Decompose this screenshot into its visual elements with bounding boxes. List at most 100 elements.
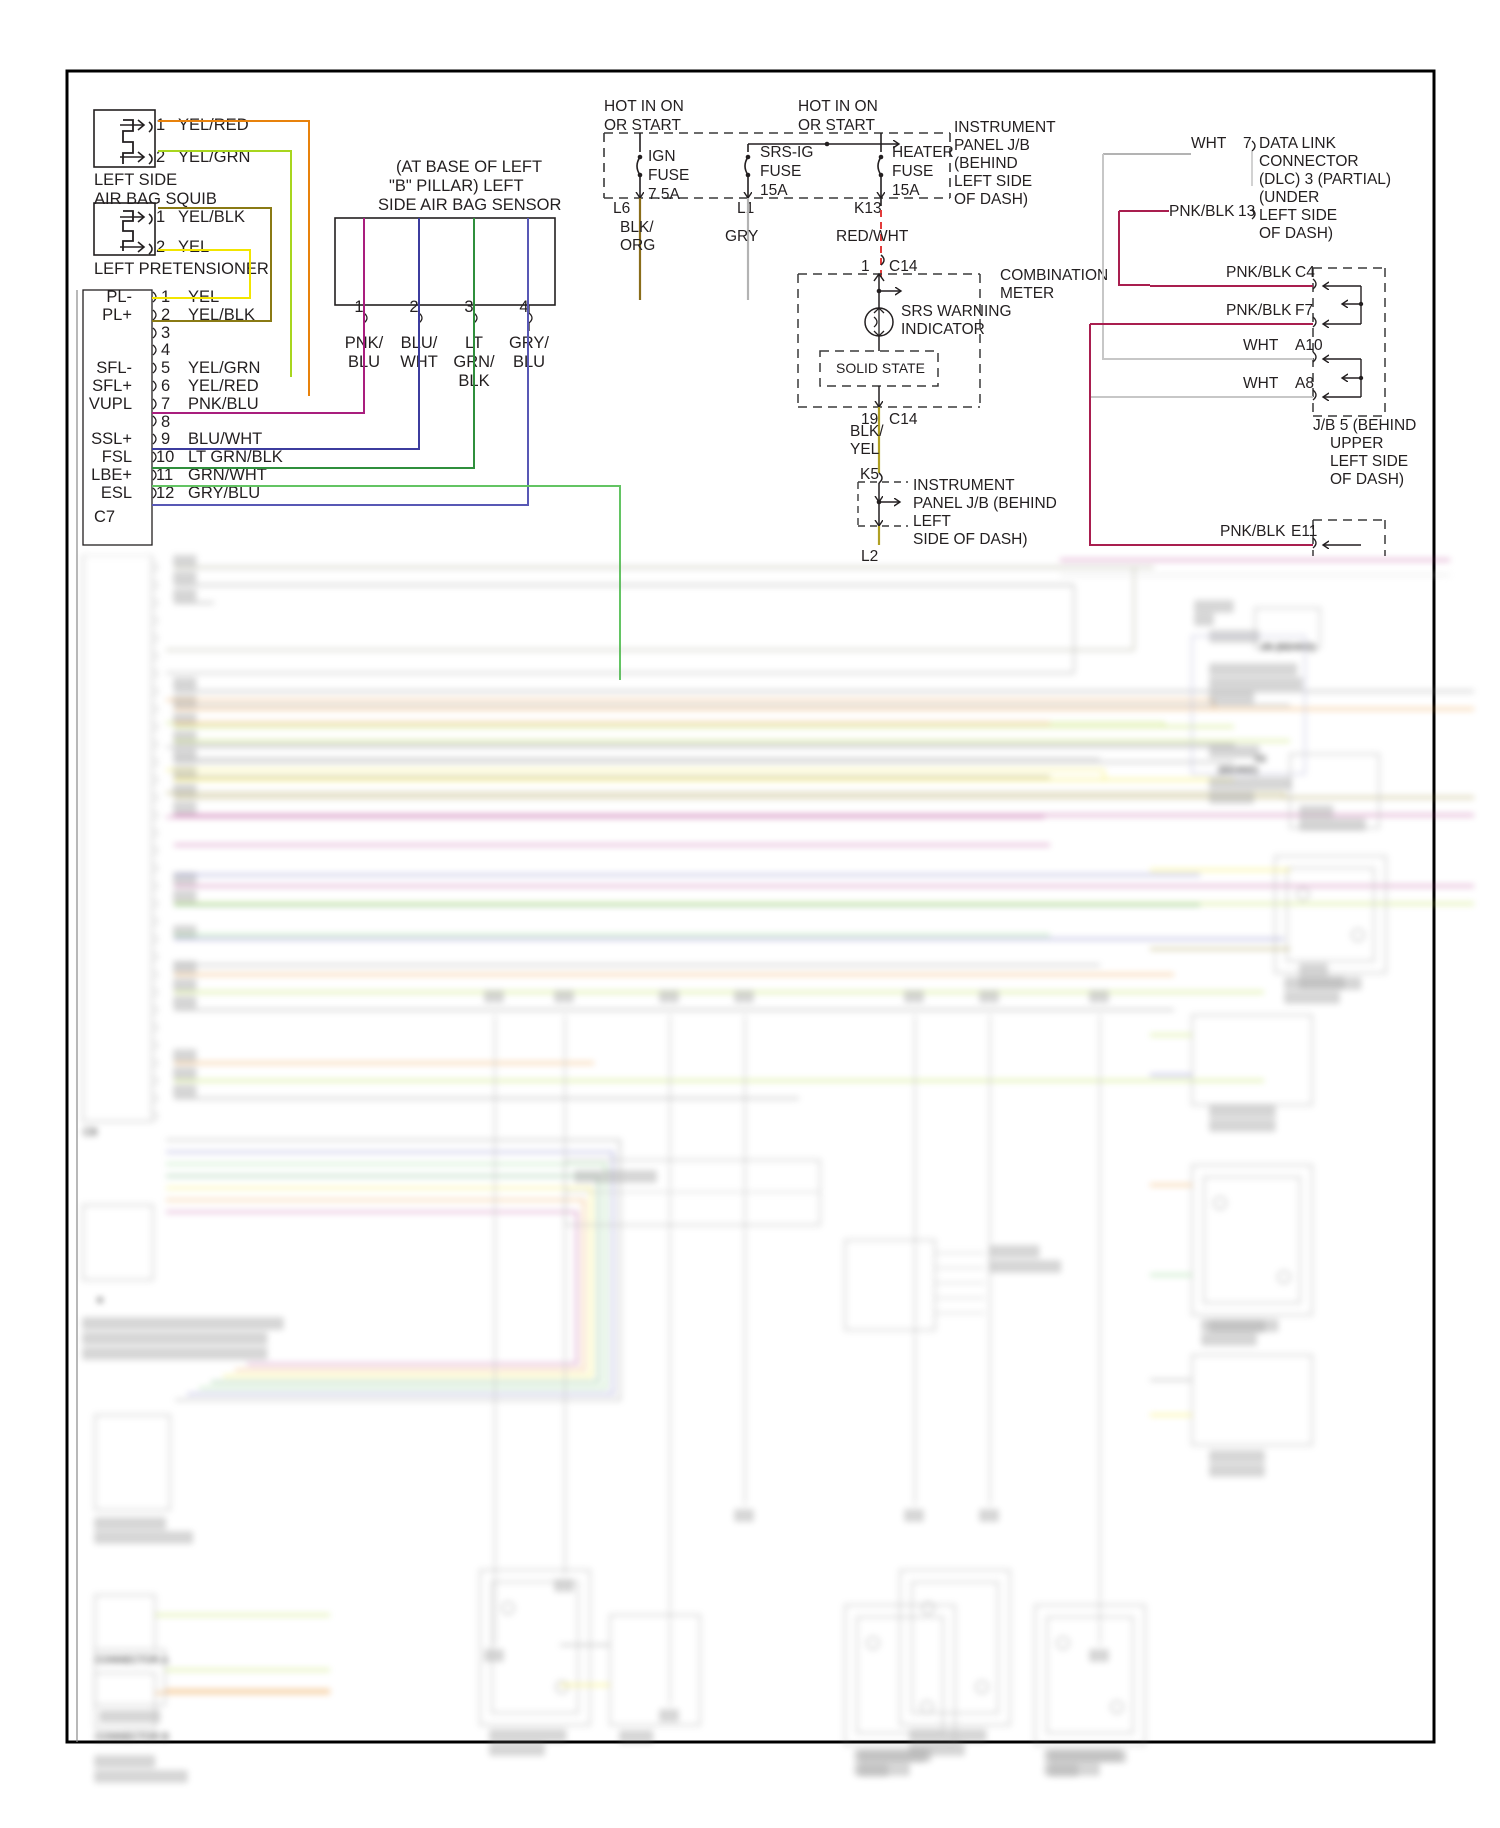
svg-text:YEL/RED: YEL/RED	[188, 377, 259, 395]
svg-text:LBE+: LBE+	[91, 466, 132, 484]
svg-text:LEFT SIDE: LEFT SIDE	[1330, 453, 1408, 470]
svg-text:PANEL J/B (BEHIND: PANEL J/B (BEHIND	[913, 495, 1057, 512]
svg-text:F7: F7	[1295, 302, 1313, 319]
svg-text:INSTRUMENT: INSTRUMENT	[913, 477, 1015, 494]
svg-text:SFL+: SFL+	[92, 377, 132, 395]
svg-text:LEFT PRETENSIONER: LEFT PRETENSIONER	[94, 260, 269, 278]
svg-text:VUPL: VUPL	[89, 395, 132, 413]
svg-text:CONNECTOR B: CONNECTOR B	[95, 1732, 169, 1743]
svg-text:PL-: PL-	[106, 288, 132, 306]
svg-text:SRS WARNING: SRS WARNING	[901, 303, 1012, 320]
svg-text:9: 9	[161, 430, 170, 448]
svg-text:SSL+: SSL+	[91, 430, 132, 448]
svg-text:ESL: ESL	[101, 484, 132, 502]
svg-text:A8: A8	[1295, 375, 1314, 392]
svg-text:YEL/RED: YEL/RED	[178, 116, 249, 134]
svg-text:OF DASH): OF DASH)	[1330, 471, 1404, 488]
svg-text:1: 1	[156, 116, 165, 134]
svg-text:(AT BASE OF LEFT: (AT BASE OF LEFT	[396, 158, 542, 176]
svg-text:OF DASH): OF DASH)	[954, 191, 1028, 208]
svg-text:5: 5	[161, 359, 170, 377]
svg-text:7: 7	[1243, 135, 1252, 152]
svg-text:(BEHIND: (BEHIND	[954, 155, 1018, 172]
svg-text:4: 4	[161, 341, 170, 359]
svg-text:SRS-IG: SRS-IG	[760, 144, 813, 161]
svg-text:2: 2	[156, 238, 165, 256]
svg-text:LEFT SIDE: LEFT SIDE	[954, 173, 1032, 190]
svg-text:2: 2	[409, 298, 418, 316]
svg-text:7: 7	[161, 395, 170, 413]
svg-text:LT GRN/BLK: LT GRN/BLK	[188, 448, 283, 466]
svg-text:3: 3	[464, 298, 473, 316]
svg-text:BLU/WHT: BLU/WHT	[188, 430, 262, 448]
svg-text:A10: A10	[1295, 337, 1323, 354]
svg-text:YEL: YEL	[850, 441, 880, 458]
svg-text:PNK/BLK: PNK/BLK	[1226, 302, 1292, 319]
svg-text:IGN: IGN	[648, 148, 676, 165]
svg-text:BLK/: BLK/	[850, 423, 884, 440]
svg-text:(UNDER: (UNDER	[1259, 189, 1319, 206]
svg-text:L1: L1	[737, 200, 754, 217]
svg-text:WHT: WHT	[1243, 375, 1279, 392]
svg-text:SIDE AIR BAG SENSOR: SIDE AIR BAG SENSOR	[378, 196, 561, 214]
svg-text:CONNECTOR A: CONNECTOR A	[95, 1655, 168, 1666]
svg-text:BLK/: BLK/	[620, 219, 654, 236]
svg-text:OR START: OR START	[604, 117, 681, 134]
svg-text:1: 1	[861, 258, 870, 275]
svg-text:UPPER: UPPER	[1330, 435, 1383, 452]
svg-text:RED/WHT: RED/WHT	[836, 228, 909, 245]
svg-text:(BEHIND): (BEHIND)	[1218, 765, 1258, 775]
svg-text:CONNECTOR: CONNECTOR	[1259, 153, 1359, 170]
svg-text:PANEL J/B: PANEL J/B	[954, 137, 1030, 154]
svg-text:ORG: ORG	[620, 237, 655, 254]
svg-text:J/B (BEHIND): J/B (BEHIND)	[1260, 642, 1316, 652]
svg-text:LEFT SIDE: LEFT SIDE	[1259, 207, 1337, 224]
svg-text:DATA LINK: DATA LINK	[1259, 135, 1337, 152]
svg-text:INSTRUMENT: INSTRUMENT	[954, 119, 1056, 136]
svg-text:FUSE: FUSE	[648, 167, 689, 184]
svg-text:PNK/BLU: PNK/BLU	[188, 395, 259, 413]
svg-text:HOT IN ON: HOT IN ON	[604, 98, 684, 115]
svg-text:WHT: WHT	[1243, 337, 1279, 354]
svg-text:METER: METER	[1000, 285, 1054, 302]
svg-text:COMBINATION: COMBINATION	[1000, 267, 1108, 284]
svg-text:FUSE: FUSE	[760, 163, 801, 180]
svg-text:HEATER: HEATER	[892, 144, 954, 161]
svg-text:15A: 15A	[760, 182, 788, 199]
svg-text:J/B 5 (BEHIND: J/B 5 (BEHIND	[1313, 417, 1416, 434]
svg-text:INDICATOR: INDICATOR	[901, 321, 985, 338]
svg-text:PNK/BLK: PNK/BLK	[1226, 264, 1292, 281]
svg-text:SIDE OF DASH): SIDE OF DASH)	[913, 531, 1028, 548]
svg-text:PNK/BLK: PNK/BLK	[1220, 523, 1286, 540]
svg-text:(DLC) 3 (PARTIAL): (DLC) 3 (PARTIAL)	[1259, 171, 1391, 188]
svg-text:LEFT: LEFT	[913, 513, 951, 530]
svg-text:SOLID STATE: SOLID STATE	[836, 360, 925, 376]
svg-text:OF DASH): OF DASH)	[1259, 225, 1333, 242]
svg-text:C14: C14	[889, 258, 918, 275]
svg-text:YEL/BLK: YEL/BLK	[178, 208, 245, 226]
svg-text:C7: C7	[94, 508, 115, 526]
svg-text:K13: K13	[854, 200, 882, 217]
svg-text:C14: C14	[889, 411, 918, 428]
svg-text:10: 10	[156, 448, 174, 466]
svg-text:C8: C8	[83, 1126, 97, 1138]
svg-text:1: 1	[354, 298, 363, 316]
svg-text:8: 8	[161, 413, 170, 431]
svg-text:PNK/BLK: PNK/BLK	[1169, 203, 1235, 220]
svg-text:C4: C4	[1295, 264, 1315, 281]
svg-text:6: 6	[161, 377, 170, 395]
svg-text:7.5A: 7.5A	[648, 186, 681, 203]
svg-text:YEL: YEL	[178, 238, 209, 256]
svg-text:WHT: WHT	[1191, 135, 1227, 152]
svg-text:LEFT SIDE: LEFT SIDE	[94, 171, 177, 189]
svg-text:SFL-: SFL-	[96, 359, 132, 377]
svg-text:3: 3	[161, 324, 170, 342]
svg-text:OR START: OR START	[798, 117, 875, 134]
svg-text:FUSE: FUSE	[892, 163, 933, 180]
svg-text:15A: 15A	[892, 182, 920, 199]
svg-text:E11: E11	[1291, 523, 1317, 540]
svg-text:K6: K6	[1255, 754, 1266, 764]
svg-text:L6: L6	[613, 200, 630, 217]
svg-text:YEL/GRN: YEL/GRN	[188, 359, 260, 377]
svg-text:PL+: PL+	[102, 306, 132, 324]
